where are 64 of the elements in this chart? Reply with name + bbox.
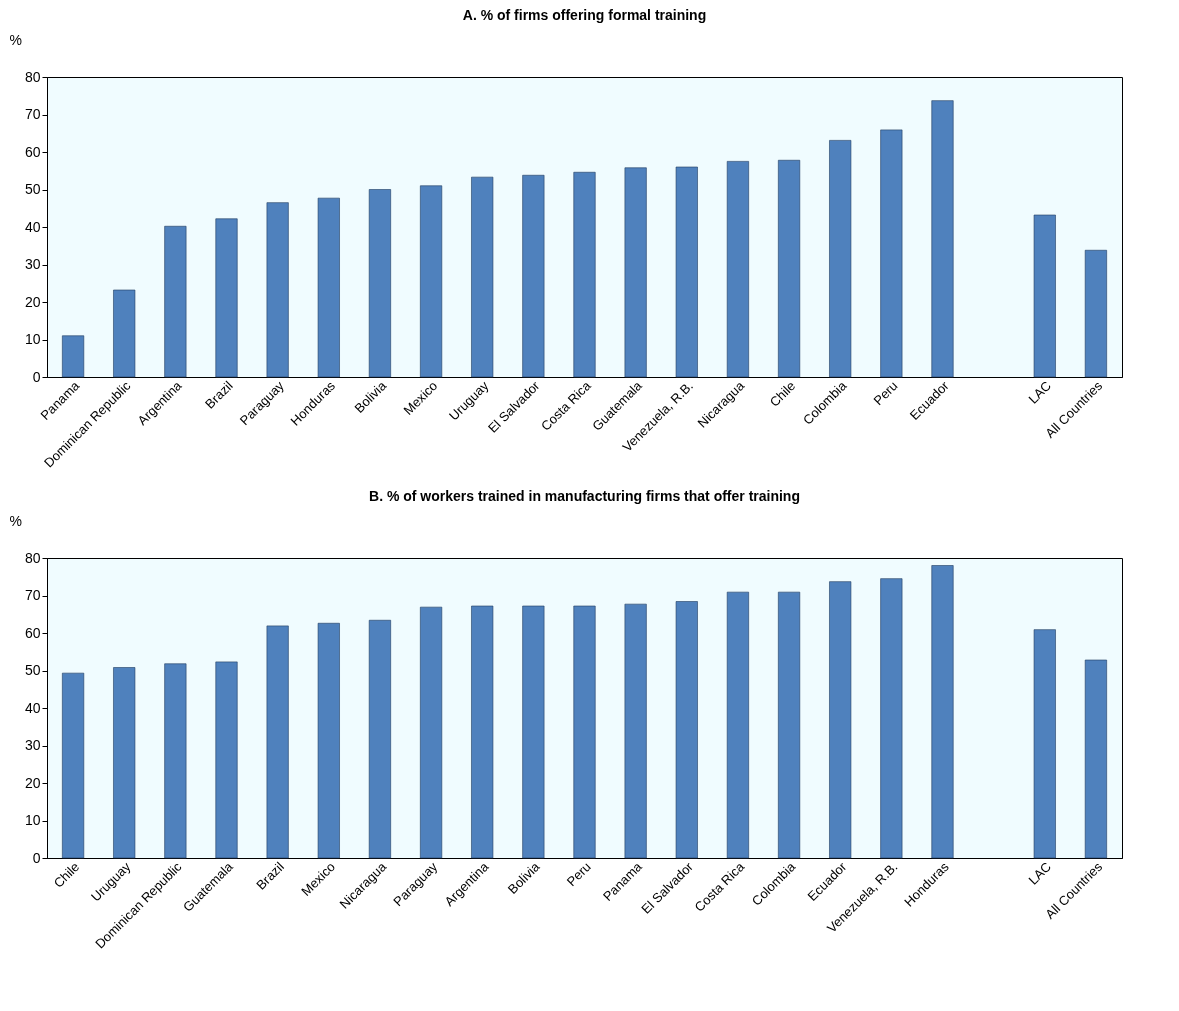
y-axis-title: % — [9, 512, 22, 529]
x-tick-label: LAC — [1025, 859, 1054, 888]
bar — [317, 197, 340, 378]
y-tick-label: 80 — [24, 549, 41, 566]
bar — [62, 335, 85, 378]
bar — [266, 202, 289, 378]
bar — [420, 185, 443, 378]
y-tick-label: 70 — [24, 106, 41, 122]
bar — [880, 129, 903, 378]
bar — [931, 565, 954, 859]
y-tick-label: 50 — [24, 181, 41, 197]
bar — [778, 159, 801, 378]
bar — [164, 663, 187, 859]
bar — [113, 667, 136, 859]
y-tick-label: 30 — [24, 737, 41, 753]
bar — [1084, 659, 1107, 859]
y-tick-label: 80 — [24, 68, 41, 85]
bar — [573, 171, 596, 378]
bar — [1084, 249, 1107, 378]
bar — [471, 176, 494, 378]
bar — [317, 622, 340, 859]
bar — [522, 605, 545, 859]
y-tick-label: 60 — [24, 624, 41, 641]
chart-title: A. % of firms offering formal training — [462, 7, 707, 23]
y-tick-label: 0 — [32, 368, 41, 385]
bar — [164, 225, 187, 378]
y-tick-label: 50 — [24, 662, 41, 678]
bar — [420, 606, 443, 859]
bar — [62, 672, 85, 859]
y-tick-label: 10 — [24, 812, 41, 828]
bar — [368, 619, 391, 859]
y-tick-label: 70 — [24, 587, 41, 603]
bar — [624, 603, 647, 859]
bar — [215, 661, 238, 859]
bar — [829, 140, 852, 378]
bar — [880, 578, 903, 859]
bar — [829, 581, 852, 859]
bar — [471, 605, 494, 859]
chart-title: B. % of workers trained in manufacturing firms that offer training — [369, 488, 800, 504]
y-tick-label: 20 — [24, 774, 41, 791]
y-tick-label: 40 — [24, 699, 41, 716]
y-tick-label: 20 — [24, 293, 41, 310]
bar — [675, 601, 698, 859]
bar — [266, 625, 289, 859]
y-tick-label: 30 — [24, 256, 41, 272]
bar — [778, 591, 801, 859]
bar — [931, 100, 954, 378]
bar — [624, 167, 647, 378]
bar — [522, 174, 545, 378]
bar — [573, 605, 596, 859]
bar — [1033, 629, 1056, 859]
y-tick-label: 10 — [24, 331, 41, 347]
y-tick-label: 0 — [32, 849, 41, 866]
y-tick-label: 40 — [24, 218, 41, 235]
y-axis-title: % — [9, 31, 22, 48]
bar — [726, 161, 749, 378]
x-tick-label: LAC — [1025, 378, 1054, 407]
bar — [215, 218, 238, 378]
bar — [726, 591, 749, 859]
y-tick-label: 60 — [24, 143, 41, 160]
bar — [675, 166, 698, 378]
bar — [1033, 214, 1056, 378]
bar — [368, 189, 391, 378]
bar — [113, 289, 136, 378]
